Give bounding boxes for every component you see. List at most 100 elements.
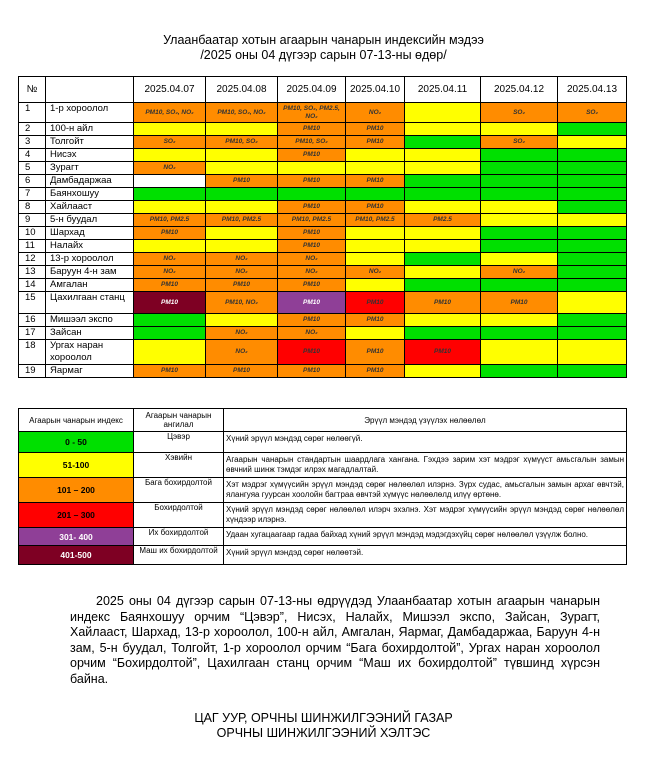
aqi-cell: PM10 [277, 278, 346, 292]
aqi-cell: PM2.5 [404, 213, 481, 227]
station-number: 4 [18, 148, 46, 162]
aqi-cell [205, 226, 278, 240]
footer-department: ОРЧНЫ ШИНЖИЛГЭЭНИЙ ХЭЛТЭС [216, 726, 431, 740]
table-row: 2 100-н айл PM10 PM10 [18, 122, 627, 136]
aqi-cell [557, 161, 627, 175]
aqi-cell [557, 313, 627, 327]
station-number: 5 [18, 161, 46, 175]
station-number: 19 [18, 364, 46, 378]
aqi-cell: NO₂ [205, 252, 278, 266]
aqi-cell [557, 135, 627, 149]
legend-row: 401-500 Маш их бохирдолтой Хүний эрүүл мэн… [18, 545, 627, 565]
aqi-cell: PM10, SO₂ [277, 135, 346, 149]
aqi-cell [133, 326, 206, 340]
station-name: Зурагт [45, 161, 134, 175]
table-row: 16 Мишээл экспо PM10 PM10 [18, 313, 627, 327]
aqi-cell [557, 239, 627, 253]
aqi-cell [133, 339, 206, 365]
aqi-cell [277, 161, 346, 175]
table-row: 14 Амгалан PM10 PM10 PM10 [18, 278, 627, 292]
aqi-cell [133, 174, 206, 188]
station-number: 16 [18, 313, 46, 327]
aqi-range: 0 - 50 [18, 431, 134, 453]
aqi-cell [404, 174, 481, 188]
aqi-cell [404, 364, 481, 378]
aqi-cell: NO₂ [345, 265, 405, 279]
station-number: 10 [18, 226, 46, 240]
aqi-cell [345, 187, 405, 201]
aqi-cell: NO₂ [205, 326, 278, 340]
aqi-cell [557, 278, 627, 292]
aqi-cell [557, 122, 627, 136]
station-number: 13 [18, 265, 46, 279]
aqi-cell: PM10 [277, 148, 346, 162]
legend-row: 201 – 300 Бохирдолтой Хүний эрүүл мэндэд с… [18, 502, 627, 528]
health-effect: Хүний эрүүл мэндэд сөрөг нөлөөлөл илэрч … [223, 502, 627, 528]
legend-effect-header: Эрүүл мэндэд үзүүлэх нөлөөлөл [223, 408, 627, 432]
aqi-cell [557, 148, 627, 162]
aqi-cell [205, 239, 278, 253]
aqi-cell: PM10 [205, 278, 278, 292]
station-name: Нисэх [45, 148, 134, 162]
station-name: 5-н буудал [45, 213, 134, 227]
station-name: 13-р хороолол [45, 252, 134, 266]
aqi-cell [557, 339, 627, 365]
station-number: 11 [18, 239, 46, 253]
aqi-cell [404, 252, 481, 266]
aqi-cell [205, 122, 278, 136]
aqi-category: Бага бохирдолтой [133, 477, 224, 503]
date-header: 2025.04.10 [345, 76, 405, 103]
aqi-cell: NO₂ [480, 265, 558, 279]
aqi-cell [404, 239, 481, 253]
station-number: 14 [18, 278, 46, 292]
aqi-legend-table: Агаарын чанарын индекс Агаарын чанарын а… [18, 408, 627, 565]
health-effect: Хэт мэдрэг хүмүүсийн эрүүл мэндэд сөрөг … [223, 477, 627, 503]
aqi-cell: PM10 [277, 364, 346, 378]
aqi-cell [557, 174, 627, 188]
aqi-range: 201 – 300 [18, 502, 134, 528]
aqi-cell [133, 200, 206, 214]
legend-row: 301- 400 Их бохирдолтой Удаан хугацаагаар … [18, 527, 627, 546]
aqi-cell [404, 148, 481, 162]
table-row: 12 13-р хороолол NO₂ NO₂ NO₂ [18, 252, 627, 266]
aqi-cell: NO₂ [133, 252, 206, 266]
report-subtitle: /2025 оны 04 дүгээр сарын 07-13-ны өдөр/ [200, 48, 447, 62]
health-effect: Хүний эрүүл мэндэд сөрөг нөлөөтэй. [223, 545, 627, 565]
aqi-cell: PM10 [345, 291, 405, 314]
aqi-cell: PM10 [277, 239, 346, 253]
station-name: Яармаг [45, 364, 134, 378]
aqi-cell [480, 313, 558, 327]
table-row: 19 Яармаг PM10 PM10 PM10 PM10 [18, 364, 627, 378]
aqi-cell: PM10, SO₂, NO₂ [133, 102, 206, 123]
station-number: 15 [18, 291, 46, 314]
aqi-cell [557, 213, 627, 227]
aqi-cell [557, 265, 627, 279]
aqi-cell [480, 200, 558, 214]
aqi-cell [345, 148, 405, 162]
aqi-cell: PM10 [133, 364, 206, 378]
aqi-range: 401-500 [18, 545, 134, 565]
aqi-cell: SO₂ [557, 102, 627, 123]
aqi-cell [480, 339, 558, 365]
aqi-cell: PM10 [205, 364, 278, 378]
aqi-cell: PM10 [345, 200, 405, 214]
aqi-cell [345, 239, 405, 253]
aqi-cell: NO₂ [345, 102, 405, 123]
station-name: Амгалан [45, 278, 134, 292]
table-row: 15 Цахилгаан станц PM10 PM10, NO₂ PM10 PM10 PM… [18, 291, 627, 314]
footer-agency: ЦАГ УУР, ОРЧНЫ ШИНЖИЛГЭЭНИЙ ГАЗАР [194, 711, 453, 725]
aqi-cell [404, 102, 481, 123]
aqi-cell [345, 226, 405, 240]
aqi-cell: NO₂ [277, 265, 346, 279]
aqi-cell [404, 265, 481, 279]
aqi-cell: PM10 [277, 174, 346, 188]
aqi-cell: PM10 [345, 364, 405, 378]
aqi-cell [277, 187, 346, 201]
legend-row: 101 – 200 Бага бохирдолтой Хэт мэдрэг хүмү… [18, 477, 627, 503]
aqi-cell [557, 252, 627, 266]
date-header: 2025.04.11 [404, 76, 481, 103]
station-number: 9 [18, 213, 46, 227]
aqi-cell: PM10 [277, 291, 346, 314]
aqi-cell: PM10, PM2.5 [205, 213, 278, 227]
aqi-cell [133, 187, 206, 201]
